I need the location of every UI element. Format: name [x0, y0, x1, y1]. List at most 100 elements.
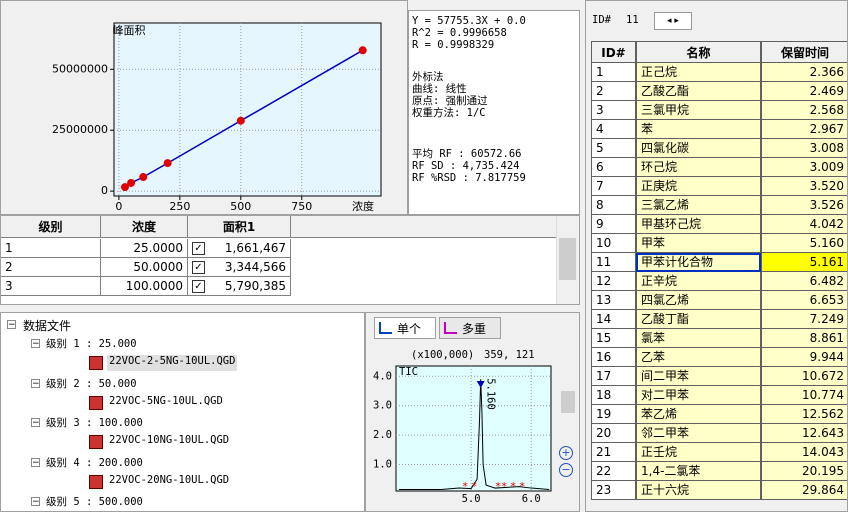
integration-mark: *	[519, 480, 525, 493]
table-cell[interactable]: 三氯甲烷	[636, 101, 761, 120]
table-cell[interactable]: 苯乙烯	[636, 405, 761, 424]
y-tick-label: 4.0	[373, 370, 392, 382]
expander: −	[31, 497, 40, 506]
table-cell: 29.864	[761, 481, 847, 500]
table-cell: 3	[591, 101, 636, 120]
table-cell[interactable]: 间二甲苯	[636, 367, 761, 386]
y-tick-label: 0	[101, 184, 108, 197]
y-axis-title: 峰面积	[113, 24, 146, 37]
plot-area	[113, 22, 382, 197]
stats-line: RF SD : 4,735.424	[412, 160, 520, 172]
table-cell[interactable]: 正壬烷	[636, 443, 761, 462]
table-cell[interactable]: 正辛烷	[636, 272, 761, 291]
table-cell: 20	[591, 424, 636, 443]
table-cell[interactable]: 正十六烷	[636, 481, 761, 500]
equation-line: Y = 57755.3X + 0.0	[412, 15, 526, 27]
checkbox[interactable]: ✓	[192, 242, 205, 255]
table-cell[interactable]: 甲苯	[636, 234, 761, 253]
method-line: 曲线: 线性	[412, 83, 467, 95]
column-header: 保留时间	[761, 41, 847, 63]
expander: −	[31, 339, 40, 348]
table-cell[interactable]: 乙酸丁酯	[636, 310, 761, 329]
table-cell: 4	[591, 120, 636, 139]
checkbox[interactable]: ✓	[192, 261, 205, 274]
table-cell[interactable]: 苯	[636, 120, 761, 139]
tree-level: 级别 3 : 100.000	[46, 417, 143, 429]
data-point	[120, 183, 129, 192]
trace-line	[399, 379, 550, 491]
table-cell: 10	[591, 234, 636, 253]
data-point	[236, 116, 245, 125]
integration-mark: *	[495, 480, 501, 493]
table-cell[interactable]: 1,4-二氯苯	[636, 462, 761, 481]
tree-level: 级别 4 : 200.000	[46, 456, 143, 469]
table-cell: 7	[591, 177, 636, 196]
x-tick-label: 250	[169, 200, 190, 213]
table-cell: 3,344,566	[188, 258, 291, 277]
table-cell: 9	[591, 215, 636, 234]
cursor-readout: 359, 121	[484, 349, 535, 361]
expander: −	[31, 457, 40, 467]
table-cell: 3.520	[761, 177, 847, 196]
table-cell[interactable]: 四氯乙烯	[636, 291, 761, 310]
id-label: ID#	[592, 14, 611, 26]
method-line: 原点: 强制通过	[412, 95, 488, 107]
column-header: ID#	[591, 41, 636, 63]
table-cell: 17	[591, 367, 636, 386]
data-point	[163, 159, 172, 168]
table-cell: 15	[591, 329, 636, 348]
table-cell[interactable]: 乙酸乙酯	[636, 82, 761, 101]
chromatogram-panel: 单个 多重 (x100,000) 359, 121 TIC 1.0 2.0 3.0 4.0 5.0…	[365, 312, 580, 512]
column-header: 名称	[636, 41, 761, 63]
table-cell[interactable]: 甲基环己烷	[636, 215, 761, 234]
integration-mark: *	[471, 480, 477, 493]
table-cell: 22	[591, 462, 636, 481]
expander: −	[31, 378, 40, 388]
tree-file: 22VOC-2-5NG-10UL.QGD	[107, 355, 238, 371]
header-filler	[291, 216, 556, 238]
x-tick-label: 750	[291, 200, 312, 213]
equation-line: R = 0.9998329	[412, 39, 495, 51]
table-cell: 18	[591, 386, 636, 405]
column-header: 面积1	[188, 216, 291, 238]
table-cell: 4.042	[761, 215, 847, 234]
checkbox[interactable]: ✓	[192, 280, 205, 293]
table-cell: 5,790,385	[188, 277, 291, 296]
table-cell: 12.643	[761, 424, 847, 443]
expander: −	[31, 418, 40, 427]
expander: −	[7, 320, 16, 329]
table-cell: 9.944	[761, 348, 847, 367]
integration-mark: *	[501, 480, 507, 493]
tree-level: 级别 5 : 500.000	[46, 496, 143, 508]
table-cell: 25.0000	[101, 239, 188, 258]
table-cell[interactable]: 环己烷	[636, 158, 761, 177]
table-cell[interactable]: 邻二甲苯	[636, 424, 761, 443]
spin-button: ◂ ▸	[654, 12, 692, 30]
table-cell[interactable]: 三氯乙烯	[636, 196, 761, 215]
scroll-thumb	[559, 238, 576, 280]
table-cell[interactable]: 对二甲苯	[636, 386, 761, 405]
table-cell: 6.653	[761, 291, 847, 310]
data-point	[358, 46, 367, 55]
peak-marker	[476, 381, 485, 388]
table-cell: 50.0000	[101, 258, 188, 277]
equation-line: R^2 = 0.9996658	[412, 27, 507, 39]
zoom-in-button: +	[559, 446, 573, 460]
tree-file: 22VOC-5NG-10UL.QGD	[109, 394, 223, 407]
y-tick-label: 2.0	[373, 429, 392, 441]
table-cell[interactable]: 氯苯	[636, 329, 761, 348]
table-cell[interactable]: 四氯化碳	[636, 139, 761, 158]
table-cell: 20.195	[761, 462, 847, 481]
table-cell[interactable]: 乙苯	[636, 348, 761, 367]
trace-label: TIC	[399, 366, 418, 378]
table-cell[interactable]: 正己烷	[636, 63, 761, 82]
result-text-panel: Y = 57755.3X + 0.0 R^2 = 0.9996658 R = 0.9…	[408, 10, 580, 215]
table-cell: 6.482	[761, 272, 847, 291]
table-cell[interactable]: 正庚烷	[636, 177, 761, 196]
table-cell: 2.469	[761, 82, 847, 101]
table-cell: 12	[591, 272, 636, 291]
table-cell: 5.161	[761, 253, 847, 272]
table-cell: 1	[1, 239, 101, 258]
table-cell[interactable]: 甲苯计化合物	[636, 253, 761, 272]
x-tick-label: 0	[115, 200, 122, 213]
